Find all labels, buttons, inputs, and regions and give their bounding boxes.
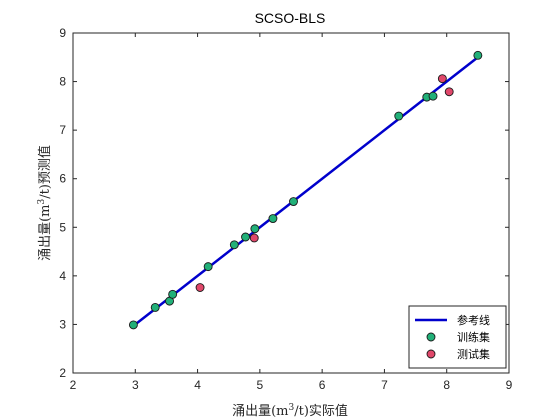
y-tick-label: 9 [59, 26, 66, 40]
test-point [444, 87, 454, 97]
legend-box [408, 305, 507, 369]
train-point [428, 91, 438, 101]
y-tick-label: 5 [59, 220, 66, 234]
axes-box [72, 32, 510, 374]
x-tick-label: 6 [319, 378, 326, 392]
train-point [150, 302, 160, 312]
train-point [250, 224, 260, 234]
legend-label: 测试集 [457, 347, 490, 361]
legend-label: 训练集 [457, 330, 490, 344]
test-point [249, 233, 259, 243]
y-tick-label: 7 [59, 123, 66, 137]
x-axis-title: 涌出量(m3/t)实际值 [232, 403, 348, 419]
y-tick-label: 3 [59, 317, 66, 331]
train-point [394, 111, 404, 121]
train-point [241, 232, 250, 242]
y-tick-label: 2 [59, 366, 66, 380]
train-point [168, 289, 178, 299]
legend-label: 参考线 [457, 313, 490, 327]
y-tick-label: 8 [59, 75, 66, 89]
x-tick-label: 8 [443, 378, 450, 392]
train-point [268, 214, 278, 223]
x-tick-label: 7 [381, 378, 388, 392]
reference-line [132, 56, 479, 327]
x-tick-label: 3 [132, 378, 139, 392]
train-point [289, 197, 298, 206]
plot-area: 2 3 4 5 6 7 8 9 2 3 4 5 6 7 8 9 [59, 26, 512, 392]
x-tick-label: 9 [506, 378, 513, 392]
train-point [473, 50, 483, 60]
train-point [128, 320, 138, 330]
train-point [203, 262, 213, 272]
test-point [195, 283, 205, 292]
legend-marker-swatch [426, 349, 436, 359]
x-tick-label: 2 [70, 378, 77, 392]
y-tick-label: 6 [59, 172, 66, 186]
x-tick-label: 5 [257, 378, 264, 392]
legend-marker-swatch [426, 332, 436, 342]
train-point [229, 240, 239, 250]
chart-title: SCSO-BLS [255, 10, 326, 26]
y-axis-title: 涌出量(m3/t)预测值 [37, 145, 53, 261]
y-tick-label: 4 [59, 269, 66, 283]
test-point [437, 74, 447, 84]
x-tick-label: 4 [194, 378, 201, 392]
